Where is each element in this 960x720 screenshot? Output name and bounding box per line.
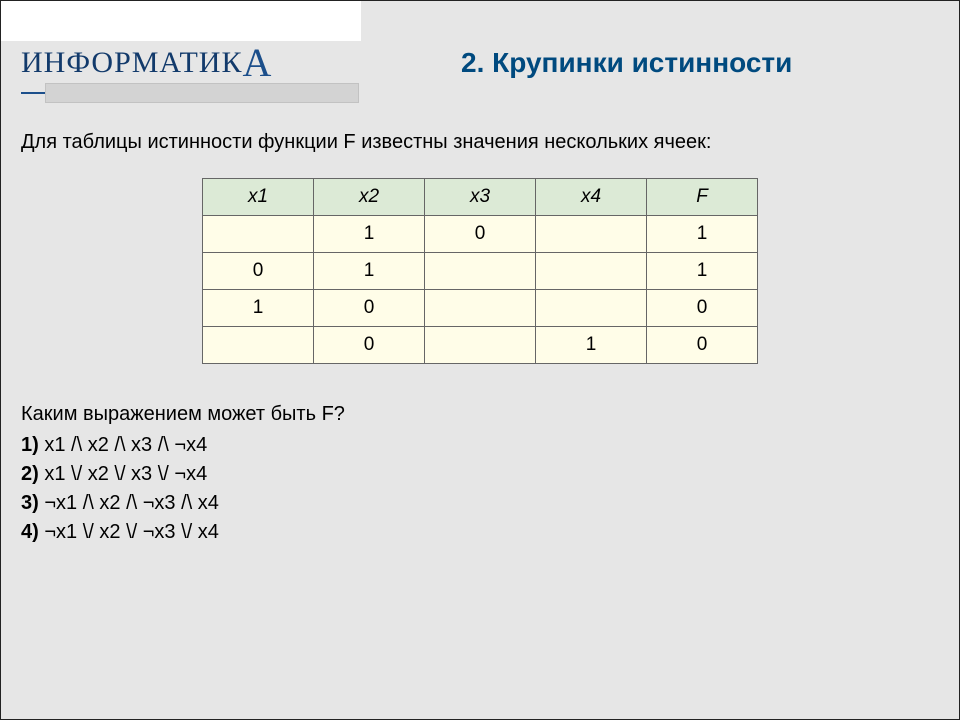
option-text: ¬x1 \/ x2 \/ ¬x3 \/ x4 — [44, 521, 219, 543]
option-number: 2) — [21, 463, 39, 485]
cell: 0 — [647, 327, 758, 364]
option-text: x1 /\ x2 /\ x3 /\ ¬x4 — [44, 434, 207, 456]
cell — [203, 216, 314, 253]
cell: 1 — [647, 253, 758, 290]
col-header: F — [647, 179, 758, 216]
cell — [425, 290, 536, 327]
cell: 0 — [647, 290, 758, 327]
answer-option: 3) ¬x1 /\ x2 /\ ¬x3 /\ x4 — [21, 489, 939, 518]
table-header-row: x1 x2 x3 x4 F — [203, 179, 758, 216]
question-prompt: Каким выражением может быть F? — [21, 400, 939, 429]
option-number: 3) — [21, 492, 39, 514]
logo-tail: А — [242, 40, 272, 85]
slide-body: Для таблицы истинности функции F известн… — [21, 131, 939, 547]
slide: ИНФОРМАТИКА 2. Крупинки истинности Для т… — [0, 0, 960, 720]
cell: 1 — [536, 327, 647, 364]
cell: 0 — [314, 327, 425, 364]
col-header: x3 — [425, 179, 536, 216]
cell: 1 — [203, 290, 314, 327]
header-tab — [45, 83, 359, 103]
cell — [536, 216, 647, 253]
col-header: x1 — [203, 179, 314, 216]
cell — [536, 253, 647, 290]
cell — [425, 253, 536, 290]
option-number: 1) — [21, 434, 39, 456]
col-header: x2 — [314, 179, 425, 216]
option-text: x1 \/ x2 \/ x3 \/ ¬x4 — [44, 463, 207, 485]
cell — [203, 327, 314, 364]
table-row: 1 0 0 — [203, 290, 758, 327]
table-row: 0 1 0 — [203, 327, 758, 364]
question-block: Каким выражением может быть F? 1) x1 /\ … — [21, 400, 939, 547]
slide-title: 2. Крупинки истинности — [461, 47, 792, 79]
table-row: 0 1 1 — [203, 253, 758, 290]
truth-table: x1 x2 x3 x4 F 1 0 1 0 1 — [202, 178, 758, 364]
cell: 1 — [647, 216, 758, 253]
answer-option: 1) x1 /\ x2 /\ x3 /\ ¬x4 — [21, 431, 939, 460]
option-text: ¬x1 /\ x2 /\ ¬x3 /\ x4 — [44, 492, 219, 514]
cell: 1 — [314, 253, 425, 290]
header: ИНФОРМАТИКА 2. Крупинки истинности — [1, 1, 959, 95]
cell — [425, 327, 536, 364]
option-number: 4) — [21, 521, 39, 543]
answer-option: 4) ¬x1 \/ x2 \/ ¬x3 \/ x4 — [21, 518, 939, 547]
logo-main: ИНФОРМАТИК — [21, 46, 242, 79]
cell: 0 — [314, 290, 425, 327]
cell: 0 — [203, 253, 314, 290]
table-row: 1 0 1 — [203, 216, 758, 253]
cell: 0 — [425, 216, 536, 253]
header-white-block — [1, 1, 361, 41]
intro-text: Для таблицы истинности функции F известн… — [21, 131, 939, 154]
col-header: x4 — [536, 179, 647, 216]
cell — [536, 290, 647, 327]
logo-text: ИНФОРМАТИКА — [21, 46, 272, 79]
answer-option: 2) x1 \/ x2 \/ x3 \/ ¬x4 — [21, 460, 939, 489]
cell: 1 — [314, 216, 425, 253]
